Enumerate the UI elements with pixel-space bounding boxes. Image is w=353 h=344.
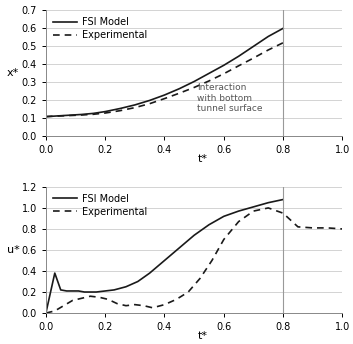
FSI Model bbox=[251, 205, 256, 209]
FSI Model bbox=[222, 63, 226, 67]
FSI Model bbox=[79, 112, 84, 117]
Experimental bbox=[44, 311, 48, 315]
Experimental bbox=[162, 97, 167, 101]
FSI Model bbox=[192, 233, 196, 237]
FSI Model bbox=[50, 114, 54, 118]
Experimental bbox=[237, 64, 241, 68]
FSI Model bbox=[266, 34, 270, 39]
Experimental bbox=[266, 206, 270, 210]
Experimental bbox=[325, 226, 330, 230]
Experimental bbox=[106, 297, 110, 301]
FSI Model bbox=[103, 289, 107, 293]
Experimental bbox=[150, 306, 155, 310]
Legend: FSI Model, Experimental: FSI Model, Experimental bbox=[51, 192, 149, 218]
FSI Model bbox=[251, 44, 256, 49]
Experimental bbox=[133, 303, 137, 307]
FSI Model bbox=[94, 290, 98, 294]
Experimental bbox=[115, 302, 119, 306]
Experimental bbox=[237, 219, 241, 224]
Experimental bbox=[44, 115, 48, 119]
Experimental bbox=[124, 304, 128, 308]
Experimental bbox=[281, 41, 285, 45]
FSI Model bbox=[281, 26, 285, 30]
Experimental bbox=[103, 111, 107, 115]
FSI Model bbox=[44, 311, 48, 315]
Experimental bbox=[222, 237, 226, 241]
FSI Model bbox=[59, 288, 63, 292]
Experimental bbox=[340, 227, 345, 231]
FSI Model bbox=[207, 223, 211, 227]
Experimental bbox=[142, 304, 146, 308]
FSI Model bbox=[148, 98, 152, 103]
Experimental bbox=[50, 114, 54, 118]
Experimental bbox=[148, 101, 152, 106]
FSI Model bbox=[162, 93, 167, 97]
FSI Model bbox=[82, 290, 86, 294]
FSI Model bbox=[103, 109, 107, 114]
Experimental bbox=[91, 112, 95, 116]
Legend: FSI Model, Experimental: FSI Model, Experimental bbox=[51, 15, 149, 42]
Y-axis label: u*: u* bbox=[7, 245, 19, 255]
FSI Model bbox=[237, 54, 241, 58]
Experimental bbox=[59, 114, 63, 118]
Experimental bbox=[251, 56, 256, 60]
FSI Model bbox=[177, 87, 181, 91]
Experimental bbox=[177, 91, 181, 95]
Experimental bbox=[174, 297, 179, 301]
FSI Model bbox=[207, 71, 211, 75]
Experimental bbox=[251, 209, 256, 213]
Experimental bbox=[311, 226, 315, 230]
Line: FSI Model: FSI Model bbox=[46, 200, 283, 313]
Experimental bbox=[222, 72, 226, 76]
FSI Model bbox=[281, 197, 285, 202]
Experimental bbox=[71, 298, 75, 302]
FSI Model bbox=[133, 103, 137, 107]
FSI Model bbox=[44, 115, 48, 119]
Text: Interaction
with bottom
tunnel surface: Interaction with bottom tunnel surface bbox=[197, 83, 263, 113]
FSI Model bbox=[88, 290, 92, 294]
FSI Model bbox=[136, 279, 140, 283]
FSI Model bbox=[266, 201, 270, 205]
Experimental bbox=[133, 106, 137, 110]
FSI Model bbox=[65, 289, 69, 293]
FSI Model bbox=[192, 79, 196, 84]
Experimental bbox=[61, 304, 66, 308]
Line: Experimental: Experimental bbox=[46, 208, 342, 313]
FSI Model bbox=[71, 289, 75, 293]
Line: Experimental: Experimental bbox=[46, 43, 283, 117]
X-axis label: t*: t* bbox=[198, 331, 208, 341]
FSI Model bbox=[59, 114, 63, 118]
FSI Model bbox=[118, 106, 122, 110]
Experimental bbox=[281, 211, 285, 215]
Experimental bbox=[79, 296, 84, 300]
FSI Model bbox=[53, 271, 57, 275]
Experimental bbox=[162, 303, 167, 307]
FSI Model bbox=[76, 289, 80, 293]
FSI Model bbox=[222, 214, 226, 218]
FSI Model bbox=[162, 258, 167, 262]
FSI Model bbox=[124, 285, 128, 289]
Experimental bbox=[97, 295, 101, 299]
FSI Model bbox=[177, 246, 181, 250]
FSI Model bbox=[67, 113, 72, 117]
Experimental bbox=[207, 79, 211, 83]
Experimental bbox=[296, 225, 300, 229]
Line: FSI Model: FSI Model bbox=[46, 28, 283, 117]
Experimental bbox=[186, 290, 190, 294]
Experimental bbox=[118, 109, 122, 113]
Experimental bbox=[210, 258, 214, 262]
Experimental bbox=[67, 114, 72, 118]
Experimental bbox=[53, 309, 57, 313]
FSI Model bbox=[91, 111, 95, 116]
Experimental bbox=[198, 276, 202, 280]
Y-axis label: x*: x* bbox=[7, 68, 19, 78]
FSI Model bbox=[148, 271, 152, 275]
Experimental bbox=[192, 85, 196, 89]
FSI Model bbox=[237, 209, 241, 213]
Experimental bbox=[266, 48, 270, 52]
X-axis label: t*: t* bbox=[198, 154, 208, 164]
Experimental bbox=[79, 113, 84, 117]
Experimental bbox=[88, 294, 92, 298]
FSI Model bbox=[112, 288, 116, 292]
